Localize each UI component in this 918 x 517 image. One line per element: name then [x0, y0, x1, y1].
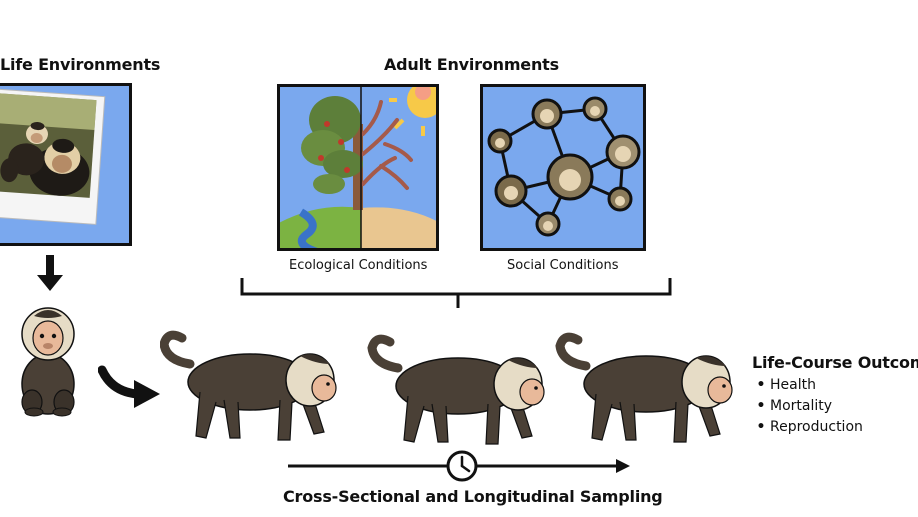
sun-icon: [389, 87, 436, 136]
early-life-title: Life Environments: [0, 55, 161, 74]
tree-icon: [301, 96, 363, 210]
curved-arrow-icon: [98, 365, 160, 408]
sampling-label: Cross-Sectional and Longitudinal Samplin…: [283, 487, 663, 506]
social-panel: [480, 84, 646, 251]
clock-icon: [446, 450, 478, 482]
social-caption: Social Conditions: [507, 258, 619, 273]
outcome-item: Reproduction: [752, 419, 863, 435]
adult-monkeys-illustration: [160, 322, 750, 452]
outcomes-title: Life-Course Outcomes: [752, 353, 918, 372]
timeline-arrow: [288, 450, 630, 482]
down-arrow-icon: [37, 255, 63, 291]
outcomes-list: Health Mortality Reproduction: [752, 377, 863, 440]
ecological-caption: Ecological Conditions: [289, 258, 428, 273]
ecological-panel: [277, 84, 439, 251]
early-life-photo: [0, 88, 106, 225]
adult-environments-title: Adult Environments: [384, 55, 559, 74]
early-life-panel: [0, 83, 132, 246]
infant-monkey-illustration: [21, 307, 75, 417]
adult-bracket: [240, 278, 672, 308]
outcome-item: Health: [752, 377, 863, 393]
social-network-graph: [487, 96, 641, 237]
outcome-item: Mortality: [752, 398, 863, 414]
